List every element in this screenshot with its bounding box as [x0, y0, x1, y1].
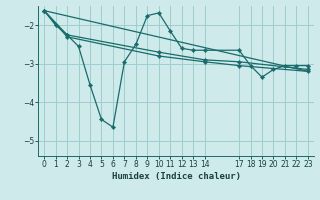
X-axis label: Humidex (Indice chaleur): Humidex (Indice chaleur): [111, 172, 241, 181]
